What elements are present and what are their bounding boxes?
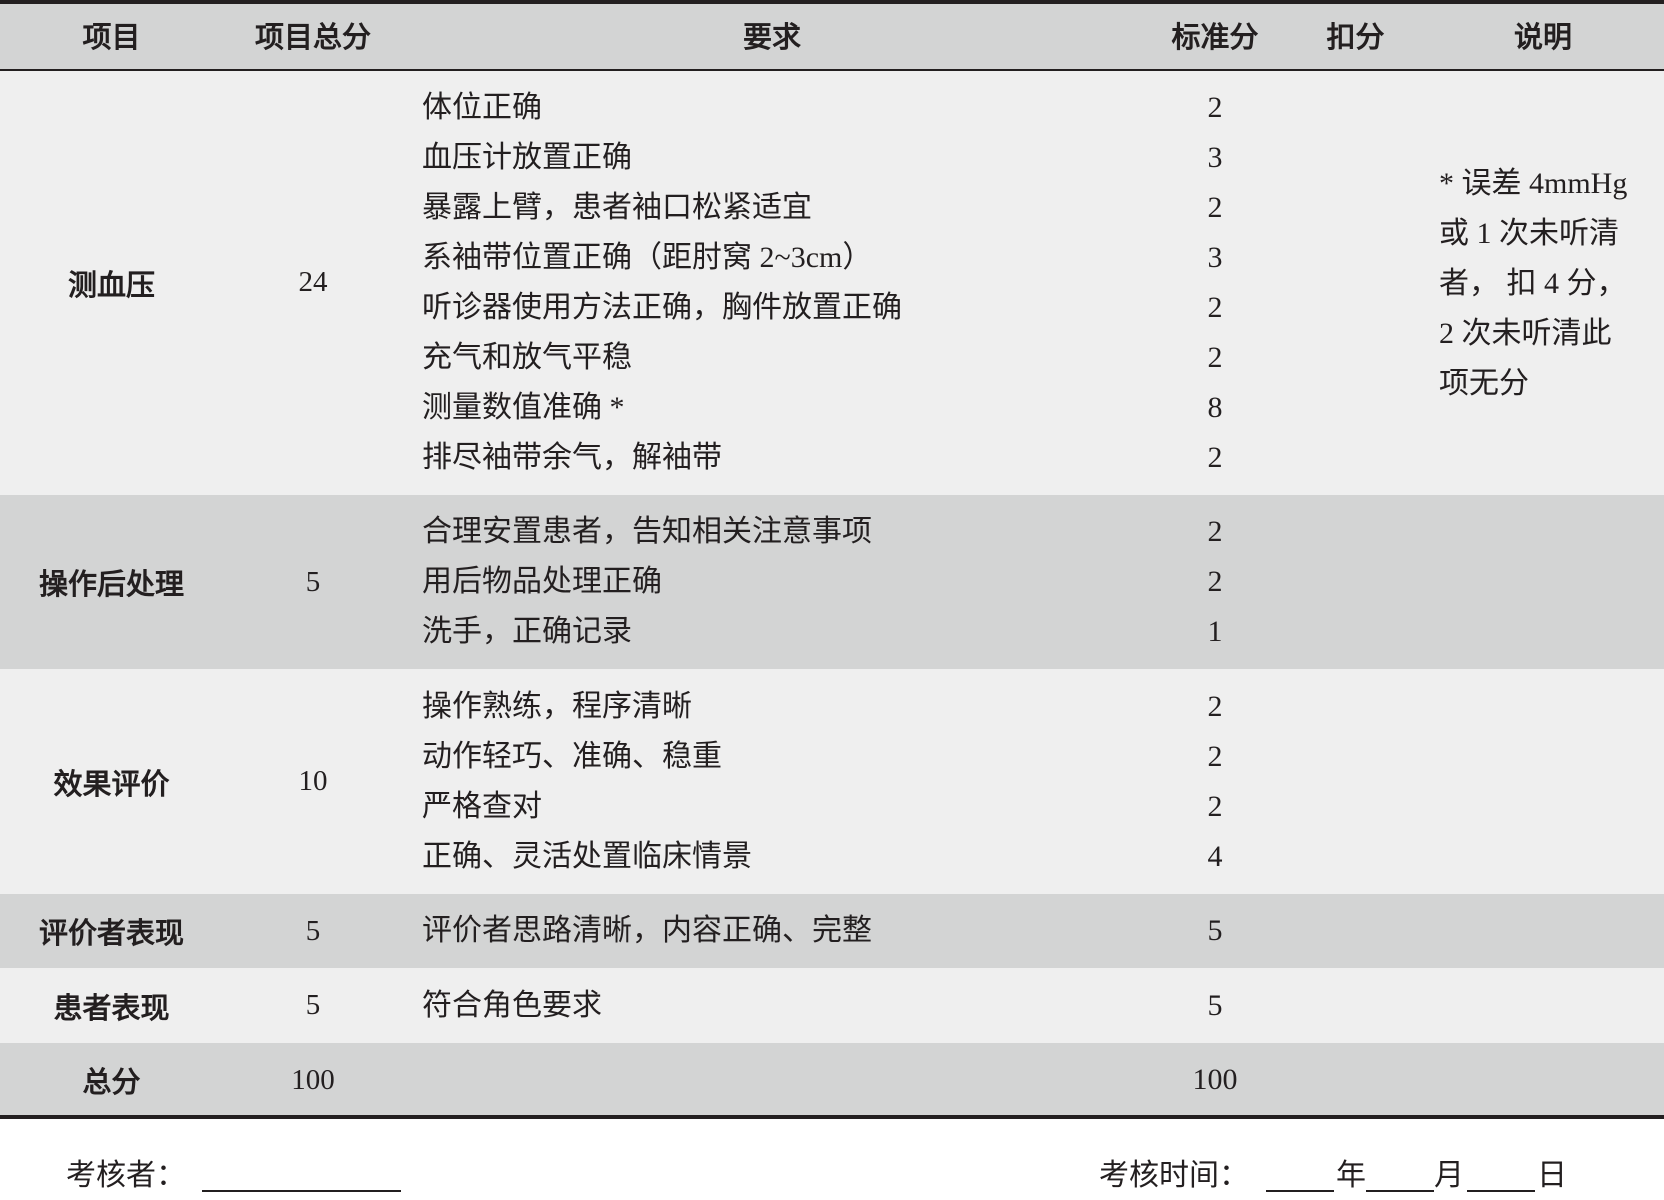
- note-line: 或 1 次未听清: [1439, 217, 1619, 250]
- requirements-list: 操作熟练，程序清晰 动作轻巧、准确、稳重 严格查对正确、灵活处置临床情景: [422, 669, 752, 894]
- table-row: 效果评价 10 操作熟练，程序清晰 动作轻巧、准确、稳重 严格查对正确、灵活处置临床情景…: [0, 669, 1664, 894]
- requirement-text: 暴露上臂，患者袖口松紧适宜: [422, 190, 812, 224]
- requirement-text: 测量数值准确 *: [422, 390, 625, 424]
- item-name: 效果评价: [53, 766, 170, 801]
- item-name: 操作后处理: [38, 567, 184, 601]
- standard-scores-list: 5: [1141, 894, 1289, 968]
- header-item-total: 项目总分: [254, 20, 371, 54]
- top-rule: [0, 0, 1664, 4]
- standard-score: 2: [1207, 90, 1223, 124]
- requirement-text: 合理安置患者，告知相关注意事项: [422, 515, 872, 548]
- requirement-text: 符合角色要求: [422, 988, 602, 1022]
- footer: 考核者： 考核时间： 年 月 日: [0, 1150, 1664, 1200]
- day-label: 日: [1537, 1159, 1567, 1192]
- requirements-list: 评价者思路清晰，内容正确、完整: [422, 894, 872, 968]
- standard-score: 5: [1207, 988, 1223, 1022]
- year-label: 年: [1336, 1159, 1366, 1192]
- item-total: 24: [298, 266, 328, 298]
- standard-scores-list: 2 2 2 4: [1141, 669, 1289, 894]
- requirement-text: 充气和放气平稳: [422, 340, 632, 374]
- standard-score: 4: [1207, 839, 1223, 873]
- item-total: 5: [305, 914, 321, 947]
- note-line: * 误差 4mmHg: [1439, 167, 1628, 200]
- requirement-text: 动作轻巧、准确、稳重: [422, 739, 722, 773]
- item-total: 100: [291, 1063, 335, 1096]
- note-line: 2 次未听清此: [1439, 317, 1612, 350]
- table-row: 患者表现 5 符合角色要求 5: [0, 968, 1664, 1043]
- header-standard: 标准分: [1171, 20, 1259, 54]
- requirements-list: 体位正确血压计放置正确暴露上臂，患者袖口松紧适宜系袖带位置正确（距肘窝 2~3c…: [422, 70, 902, 495]
- note-line: 者， 扣 4 分，: [1439, 267, 1627, 300]
- standard-score: 5: [1207, 914, 1223, 947]
- standard-score: 2: [1207, 190, 1223, 224]
- standard-score: 2: [1207, 565, 1223, 598]
- deduction-cell: [1289, 1043, 1422, 1117]
- standard-scores-list: 2 2 1: [1141, 495, 1289, 669]
- deduction-cell: [1289, 669, 1422, 894]
- standard-score: 1: [1207, 615, 1223, 648]
- standard-score: 3: [1207, 240, 1223, 274]
- bottom-rule: [0, 1115, 1664, 1119]
- standard-score: 2: [1207, 739, 1223, 773]
- deduction-cell: [1289, 70, 1422, 495]
- item-total: 5: [305, 989, 321, 1021]
- requirement-text: 正确、灵活处置临床情景: [422, 839, 752, 873]
- standard-score: 8: [1207, 390, 1223, 424]
- total-row: 总分 100 100: [0, 1043, 1664, 1117]
- table-row: 评价者表现 5 评价者思路清晰，内容正确、完整 5: [0, 894, 1664, 968]
- header-rule: [0, 69, 1664, 71]
- standard-score: 2: [1207, 440, 1223, 474]
- requirement-text: 严格查对: [422, 789, 542, 823]
- day-blank[interactable]: [1467, 1150, 1535, 1192]
- standard-score: 2: [1207, 515, 1223, 548]
- standard-scores-list: 2 3 2 3 2 2 8 2: [1141, 70, 1289, 495]
- table-row: 操作后处理 5 合理安置患者，告知相关注意事项 用后物品处理正确 洗手，正确记录 2 2 1: [0, 495, 1664, 669]
- requirement-text: 体位正确: [422, 90, 542, 124]
- deduction-cell: [1289, 894, 1422, 968]
- requirement-text: 操作熟练，程序清晰: [422, 689, 692, 723]
- header-item: 项目: [82, 20, 141, 54]
- standard-score: 3: [1207, 140, 1223, 174]
- header-requirement: 要求: [742, 20, 801, 54]
- year-blank[interactable]: [1266, 1150, 1334, 1192]
- requirement-text: 听诊器使用方法正确，胸件放置正确: [422, 290, 902, 324]
- requirement-text: 系袖带位置正确（距肘窝 2~3cm）: [422, 240, 873, 274]
- time-label: 考核时间：: [1099, 1159, 1249, 1192]
- item-name: 测血压: [67, 267, 155, 302]
- standard-score: 2: [1207, 689, 1223, 723]
- deduction-cell: [1289, 968, 1422, 1043]
- item-total: 5: [305, 565, 321, 598]
- item-total: 10: [298, 765, 328, 797]
- month-blank[interactable]: [1366, 1150, 1434, 1192]
- examiner-blank[interactable]: [202, 1150, 401, 1192]
- standard-score: 100: [1192, 1063, 1238, 1096]
- table-header: 项目 项目总分 要求 标准分 扣分 说明: [0, 0, 1664, 70]
- requirement-text: 血压计放置正确: [422, 140, 632, 174]
- header-deduction: 扣分: [1326, 20, 1385, 54]
- month-label: 月: [1434, 1159, 1464, 1192]
- deduction-cell: [1289, 495, 1422, 669]
- standard-score: 2: [1207, 340, 1223, 374]
- requirements-list: 合理安置患者，告知相关注意事项 用后物品处理正确 洗手，正确记录: [422, 495, 872, 669]
- requirements-list: 符合角色要求: [422, 968, 602, 1043]
- requirement-text: 洗手，正确记录: [422, 615, 632, 648]
- standard-scores-list: 100: [1141, 1043, 1289, 1117]
- note-line: 项无分: [1439, 367, 1529, 400]
- examiner-label: 考核者：: [66, 1159, 186, 1192]
- requirement-text: 排尽袖带余气，解袖带: [422, 440, 722, 474]
- requirement-text: 评价者思路清晰，内容正确、完整: [422, 914, 872, 947]
- table-row: 测血压 24 体位正确血压计放置正确暴露上臂，患者袖口松紧适宜系袖带位置正确（距肘窝…: [0, 70, 1664, 495]
- requirement-text: 用后物品处理正确: [422, 565, 662, 598]
- item-name: 患者表现: [53, 990, 170, 1025]
- standard-score: 2: [1207, 789, 1223, 823]
- standard-scores-list: 5: [1141, 968, 1289, 1043]
- item-name: 总分: [82, 1065, 141, 1099]
- header-note: 说明: [1513, 20, 1572, 54]
- standard-score: 2: [1207, 290, 1223, 324]
- item-name: 评价者表现: [38, 916, 184, 950]
- note-text: * 误差 4mmHg 或 1 次未听清 者， 扣 4 分， 2 次未听清此 项无分: [1439, 159, 1627, 409]
